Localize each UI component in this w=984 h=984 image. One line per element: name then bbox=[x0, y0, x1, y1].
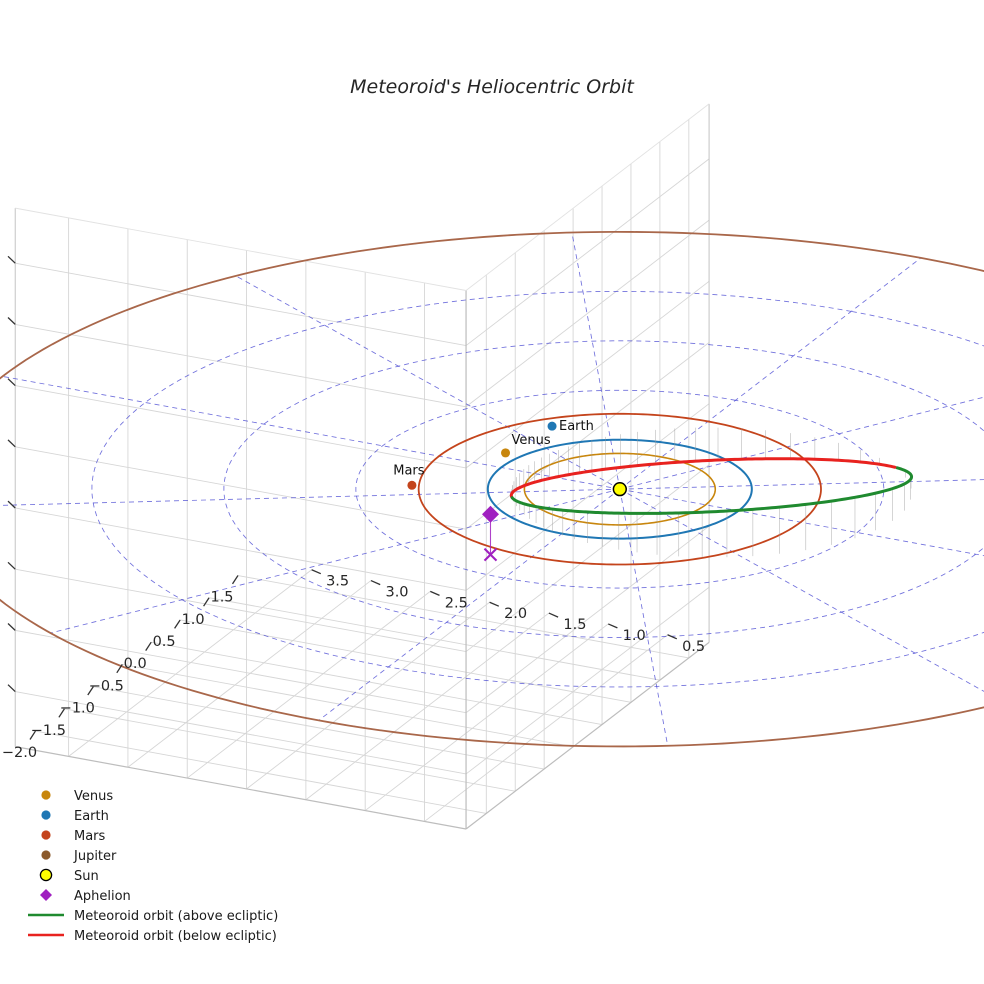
meteoroid-stems bbox=[511, 427, 912, 558]
legend-label: Sun bbox=[74, 869, 99, 884]
page-title: Meteoroid's Heliocentric Orbit bbox=[350, 76, 635, 98]
legend-item[interactable]: Mars bbox=[41, 829, 106, 844]
xtick-label-6: 1.0 bbox=[182, 612, 205, 628]
legend-marker-circle bbox=[41, 810, 51, 820]
body-markers: Venus Earth Mars bbox=[393, 419, 627, 562]
xtick-label-1: −1.5 bbox=[31, 723, 66, 739]
legend[interactable]: Venus Earth Mars Jupiter Sun Aphelion Meteoroi… bbox=[28, 789, 278, 944]
legend-marker-circle bbox=[41, 790, 51, 800]
planet-label-mars: Mars bbox=[393, 463, 425, 478]
axis-ticks: −2.0 −1.5 −1.0 −0.50.0 0.5 1.0 1.5 0.5 1.0 1.5 2.0… bbox=[2, 255, 705, 761]
legend-label: Earth bbox=[74, 809, 109, 824]
earth-marker bbox=[547, 421, 557, 431]
ytick-label-1: 1.0 bbox=[623, 628, 646, 644]
legend-item[interactable]: Venus bbox=[41, 789, 113, 804]
xtick-label-4: 0.0 bbox=[124, 656, 147, 672]
meteoroid-orbit bbox=[509, 457, 914, 515]
legend-label: Jupiter bbox=[73, 849, 117, 864]
legend-label: Mars bbox=[74, 829, 106, 844]
venus-marker bbox=[501, 448, 511, 458]
xtick-label-0: −2.0 bbox=[2, 745, 37, 761]
xtick-label-5: 0.5 bbox=[153, 634, 176, 650]
xtick-label-2: −1.0 bbox=[60, 701, 95, 717]
legend-item[interactable]: Earth bbox=[41, 809, 109, 824]
legend-label: Meteoroid orbit (below ecliptic) bbox=[74, 929, 277, 944]
ytick-label-3: 2.0 bbox=[504, 606, 527, 622]
xtick-label-3: −0.5 bbox=[89, 678, 124, 694]
planet-orbits bbox=[0, 230, 984, 748]
legend-marker-circle bbox=[41, 830, 51, 840]
legend-label: Venus bbox=[74, 789, 113, 804]
ytick-label-5: 3.0 bbox=[385, 585, 408, 601]
legend-label: Meteoroid orbit (above ecliptic) bbox=[74, 909, 278, 924]
legend-label: Aphelion bbox=[74, 889, 131, 904]
legend-marker-circle bbox=[41, 850, 51, 860]
xtick-label-7: 1.5 bbox=[210, 590, 233, 606]
legend-item[interactable]: Sun bbox=[39, 868, 99, 884]
ytick-label-6: 3.5 bbox=[326, 574, 349, 590]
ytick-label-2: 1.5 bbox=[563, 617, 586, 633]
aphelion-projection-marker bbox=[483, 547, 498, 562]
legend-marker-circle bbox=[39, 868, 53, 882]
ytick-label-0: 0.5 bbox=[682, 639, 705, 655]
legend-item[interactable]: Meteoroid orbit (above ecliptic) bbox=[28, 909, 278, 924]
mars-marker bbox=[407, 480, 417, 490]
planet-label-venus: Venus bbox=[512, 433, 551, 448]
legend-item[interactable]: Meteoroid orbit (below ecliptic) bbox=[28, 929, 277, 944]
ytick-label-4: 2.5 bbox=[445, 595, 468, 611]
planet-label-earth: Earth bbox=[559, 419, 594, 434]
sun-marker bbox=[612, 482, 627, 497]
legend-marker-diamond bbox=[40, 889, 52, 901]
axes-panes bbox=[14, 103, 710, 830]
legend-item[interactable]: Jupiter bbox=[41, 849, 117, 864]
legend-item[interactable]: Aphelion bbox=[40, 889, 131, 904]
